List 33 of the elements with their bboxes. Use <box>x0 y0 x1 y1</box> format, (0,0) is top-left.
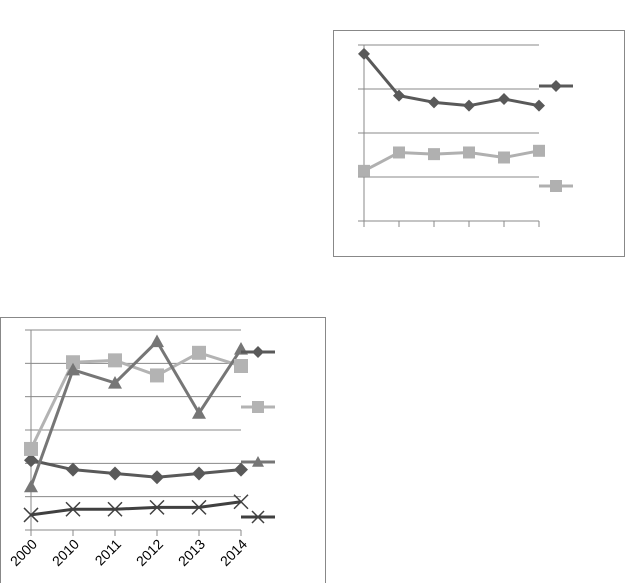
point <box>24 442 38 456</box>
point <box>533 144 545 157</box>
point <box>233 494 249 510</box>
point <box>533 100 545 112</box>
point <box>393 146 405 158</box>
point <box>149 500 165 516</box>
point <box>358 48 370 60</box>
point <box>192 346 206 360</box>
point <box>150 470 164 484</box>
point <box>192 406 206 419</box>
point <box>428 148 440 160</box>
point <box>66 462 80 477</box>
point <box>150 334 164 348</box>
point <box>108 466 122 480</box>
point <box>150 368 164 382</box>
point <box>393 90 405 102</box>
point <box>498 92 510 105</box>
point <box>358 164 370 177</box>
point <box>428 96 440 108</box>
point <box>191 500 207 516</box>
point <box>234 359 248 374</box>
point <box>463 146 475 158</box>
point <box>23 507 39 523</box>
point <box>24 480 38 492</box>
point <box>66 362 80 376</box>
point <box>108 353 122 368</box>
point <box>108 376 122 389</box>
point <box>463 100 475 112</box>
point <box>65 502 81 518</box>
point <box>107 502 123 518</box>
point <box>498 151 510 164</box>
point <box>234 462 248 477</box>
point <box>192 466 206 480</box>
